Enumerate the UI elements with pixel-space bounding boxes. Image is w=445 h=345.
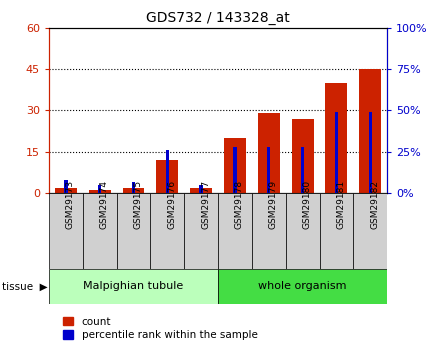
Text: GSM29181: GSM29181: [336, 180, 345, 229]
Bar: [258, 113, 280, 193]
Text: GSM29174: GSM29174: [100, 180, 109, 229]
Text: whole organism: whole organism: [259, 282, 347, 291]
Text: tissue  ▶: tissue ▶: [2, 282, 48, 291]
Text: GSM29178: GSM29178: [235, 180, 244, 229]
Bar: [233, 147, 237, 193]
Text: GSM29176: GSM29176: [167, 180, 176, 229]
Bar: [190, 188, 212, 193]
Text: GSM29179: GSM29179: [269, 180, 278, 229]
Text: GSM29182: GSM29182: [370, 180, 379, 229]
Bar: [325, 83, 348, 193]
Bar: [49, 193, 83, 269]
Bar: [64, 180, 68, 193]
Bar: [301, 147, 304, 193]
Bar: [286, 193, 320, 269]
Bar: [49, 269, 218, 304]
Bar: [291, 119, 314, 193]
Bar: [132, 181, 135, 193]
Bar: [150, 193, 184, 269]
Bar: [224, 138, 246, 193]
Text: Malpighian tubule: Malpighian tubule: [83, 282, 184, 291]
Bar: [156, 160, 178, 193]
Bar: [98, 185, 101, 193]
Bar: [359, 69, 381, 193]
Bar: [117, 193, 150, 269]
Bar: [218, 269, 387, 304]
Bar: [320, 193, 353, 269]
Title: GDS732 / 143328_at: GDS732 / 143328_at: [146, 11, 290, 25]
Bar: [122, 188, 145, 193]
Legend: count, percentile rank within the sample: count, percentile rank within the sample: [63, 317, 258, 340]
Bar: [55, 188, 77, 193]
Bar: [335, 112, 338, 193]
Bar: [166, 150, 169, 193]
Bar: [368, 112, 372, 193]
Bar: [184, 193, 218, 269]
Bar: [89, 190, 111, 193]
Bar: [83, 193, 117, 269]
Text: GSM29180: GSM29180: [303, 180, 312, 229]
Bar: [353, 193, 387, 269]
Bar: [218, 193, 252, 269]
Bar: [252, 193, 286, 269]
Text: GSM29175: GSM29175: [134, 180, 142, 229]
Text: GSM29173: GSM29173: [66, 180, 75, 229]
Bar: [199, 185, 203, 193]
Text: GSM29177: GSM29177: [201, 180, 210, 229]
Bar: [267, 147, 271, 193]
